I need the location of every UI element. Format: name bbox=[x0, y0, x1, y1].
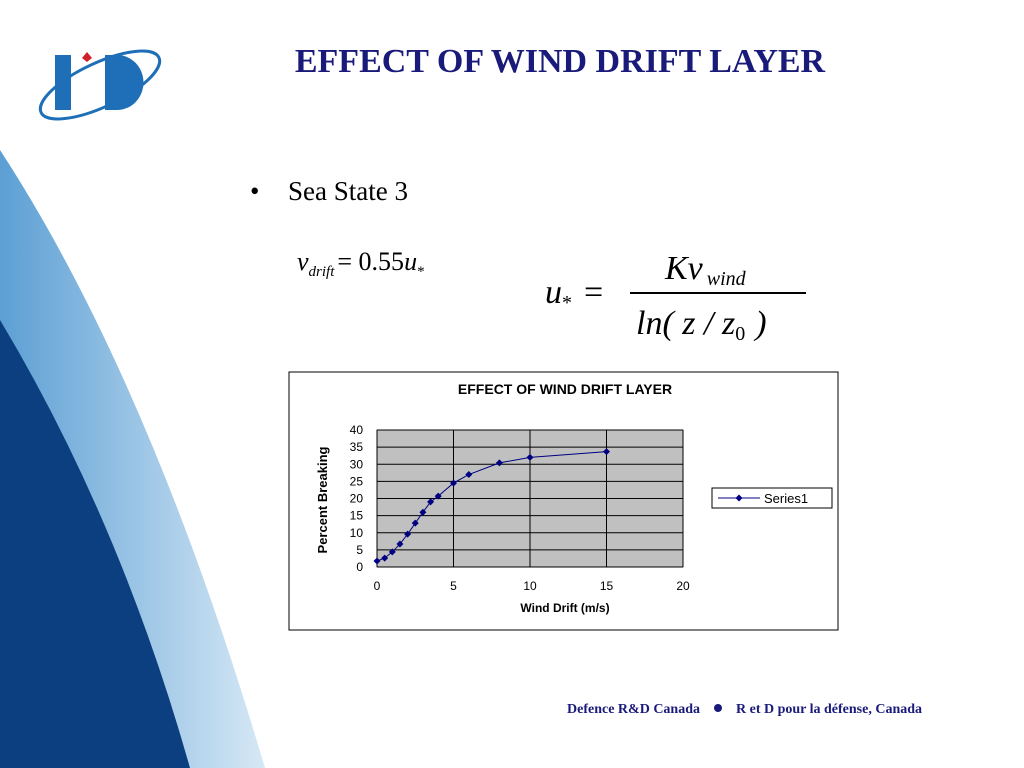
logo bbox=[38, 49, 162, 121]
footer-dot bbox=[714, 704, 722, 712]
eq-var: v bbox=[297, 247, 309, 276]
data-point bbox=[419, 508, 427, 516]
data-point bbox=[603, 448, 610, 456]
y-axis-label: Percent Breaking bbox=[315, 446, 330, 553]
swoosh-dark bbox=[0, 320, 190, 768]
y-tick-label: 5 bbox=[356, 543, 363, 557]
y-tick-label: 30 bbox=[350, 457, 364, 471]
data-point bbox=[434, 492, 442, 500]
data-point bbox=[373, 557, 381, 565]
data-point bbox=[396, 540, 404, 548]
legend-box bbox=[711, 487, 833, 509]
eq-var: Kv bbox=[664, 250, 704, 287]
y-tick-label: 20 bbox=[350, 492, 364, 506]
eq-sub: drift bbox=[309, 264, 336, 280]
data-point bbox=[388, 548, 396, 556]
slide-title: EFFECT OF WIND DRIFT LAYER bbox=[295, 43, 826, 80]
plot: 0 5 10 15 20 25 30 35 40 0 5 10 15 20 Series1 bbox=[350, 423, 833, 593]
eq-sub: wind bbox=[707, 268, 747, 290]
data-point bbox=[465, 471, 473, 479]
y-tick-label: 10 bbox=[350, 526, 364, 540]
equation-2-num: Kv wind bbox=[664, 250, 747, 290]
eq-text: = bbox=[584, 274, 603, 311]
equation-2-den: ln( z / z0) bbox=[636, 305, 767, 345]
footer-left: Defence R&D Canada bbox=[567, 702, 700, 717]
data-point bbox=[411, 519, 419, 527]
x-tick-label: 20 bbox=[676, 579, 690, 593]
legend-marker bbox=[735, 494, 743, 502]
bullet-text: Sea State 3 bbox=[288, 176, 408, 206]
y-tick-label: 0 bbox=[356, 560, 363, 574]
eq-var: u bbox=[545, 274, 562, 311]
equation-1: vdrift = 0.55u* bbox=[297, 247, 425, 280]
data-point bbox=[495, 459, 503, 467]
x-tick-label: 10 bbox=[523, 579, 537, 593]
eq-text: ln( z / z bbox=[636, 305, 735, 342]
data-point bbox=[404, 530, 412, 538]
legend-label: Series1 bbox=[764, 491, 808, 506]
bullet-dot: • bbox=[250, 176, 259, 206]
y-tick-label: 40 bbox=[350, 423, 364, 437]
x-tick-label: 15 bbox=[600, 579, 614, 593]
chart-title: EFFECT OF WIND DRIFT LAYER bbox=[458, 381, 672, 397]
eq-sub: 0 bbox=[735, 323, 745, 345]
x-axis-label: Wind Drift (m/s) bbox=[520, 601, 609, 615]
y-tick-label: 25 bbox=[350, 474, 364, 488]
eq-text: ) bbox=[753, 305, 766, 342]
eq-sub: * bbox=[417, 264, 425, 280]
eq-text: = 0.55 bbox=[337, 247, 404, 276]
y-tick-label: 35 bbox=[350, 440, 364, 454]
footer-right: R et D pour la défense, Canada bbox=[736, 702, 922, 717]
eq-var: u bbox=[404, 247, 417, 276]
data-point bbox=[427, 498, 435, 506]
x-tick-label: 0 bbox=[374, 579, 381, 593]
data-point bbox=[526, 453, 534, 461]
data-point bbox=[381, 554, 389, 562]
equation-2-lhs: u* = bbox=[545, 274, 603, 314]
x-tick-label: 5 bbox=[450, 579, 457, 593]
data-point bbox=[450, 479, 457, 487]
y-tick-label: 15 bbox=[350, 509, 364, 523]
eq-sub: * bbox=[562, 292, 572, 314]
